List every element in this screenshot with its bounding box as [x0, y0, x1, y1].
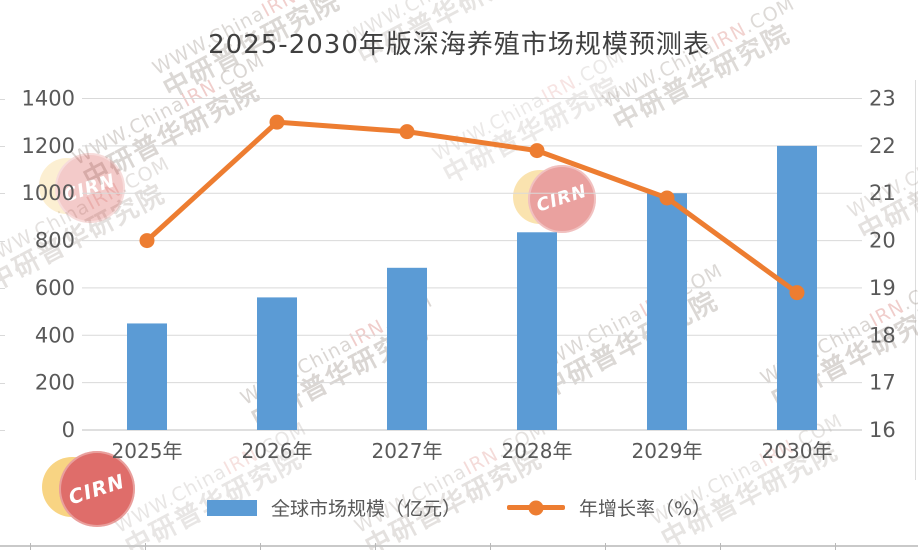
sheet-right-gridline [915, 80, 916, 480]
bar-2029年 [647, 193, 687, 430]
sheet-column-tick [30, 543, 31, 550]
growth-rate-line [144, 119, 800, 296]
line-marker-2029年 [659, 190, 675, 206]
legend: 全球市场规模（亿元） 年增长率（%） [0, 494, 918, 521]
sheet-row-tick [0, 382, 5, 384]
left-axis-tick-label: 400 [35, 323, 75, 347]
line-marker-2027年 [399, 124, 415, 140]
right-axis-tick-label: 22 [869, 134, 896, 158]
sheet-column-tick [145, 543, 146, 550]
sheet-column-tick [720, 543, 721, 550]
line-marker-2026年 [269, 114, 285, 130]
bar-2026年 [257, 297, 297, 430]
right-axis-tick-label: 18 [869, 323, 896, 347]
right-axis-tick-label: 16 [869, 418, 896, 442]
sheet-column-tick [605, 543, 606, 550]
x-axis-category-label: 2028年 [502, 439, 573, 463]
right-axis-tick-label: 19 [869, 276, 896, 300]
left-axis-tick-label: 200 [35, 371, 75, 395]
line-marker-2028年 [529, 143, 545, 159]
x-axis-category-label: 2030年 [762, 439, 833, 463]
sheet-row-tick [0, 287, 5, 289]
combo-chart-plot: 0 200 400 600 800 1000 1200 1400 16 17 18 19 20 21 22 2… [22, 87, 896, 464]
x-axis-category-label: 2027年 [372, 439, 443, 463]
line-marker-2025年 [139, 233, 155, 249]
sheet-column-tick [375, 543, 376, 550]
left-axis-tick-label: 1000 [22, 181, 75, 205]
x-axis-category-label: 2025年 [112, 439, 183, 463]
left-axis-tick-label: 1400 [22, 87, 75, 111]
sheet-column-tick [835, 543, 836, 550]
bar-2025年 [127, 323, 167, 430]
sheet-row-tick [0, 335, 5, 337]
bar-2028年 [517, 232, 557, 430]
left-axis-tick-label: 800 [35, 229, 75, 253]
sheet-column-tick [260, 543, 261, 550]
sheet-row-tick [0, 193, 5, 195]
right-axis-tick-label: 20 [869, 229, 896, 253]
line-marker-2030年 [789, 285, 805, 301]
right-axis-tick-label: 23 [869, 87, 896, 111]
bar-2027年 [387, 267, 427, 430]
left-axis-tick-label: 0 [62, 418, 75, 442]
sheet-row-tick [0, 430, 5, 432]
legend-line-label: 年增长率（%） [578, 498, 712, 520]
sheet-row-tick [0, 98, 5, 100]
right-axis-tick-label: 17 [869, 371, 896, 395]
legend-bar-label: 全球市场规模（亿元） [270, 498, 461, 520]
x-axis-category-label: 2029年 [632, 439, 703, 463]
sheet-row-tick [0, 240, 5, 242]
legend-line-marker-icon [528, 500, 544, 515]
legend-bar-swatch-icon [206, 499, 257, 516]
chart-title: 2025-2030年版深海养殖市场规模预测表 [208, 30, 710, 60]
sheet-row-tick [0, 145, 5, 147]
sheet-column-tick [490, 543, 491, 550]
sheet-bottom-gridline [0, 545, 918, 547]
x-axis-category-label: 2026年 [242, 439, 313, 463]
right-axis-tick-label: 21 [869, 181, 896, 205]
legend-line-swatch-icon [506, 500, 565, 515]
left-axis-tick-label: 600 [35, 276, 75, 300]
left-axis-tick-label: 1200 [22, 134, 75, 158]
